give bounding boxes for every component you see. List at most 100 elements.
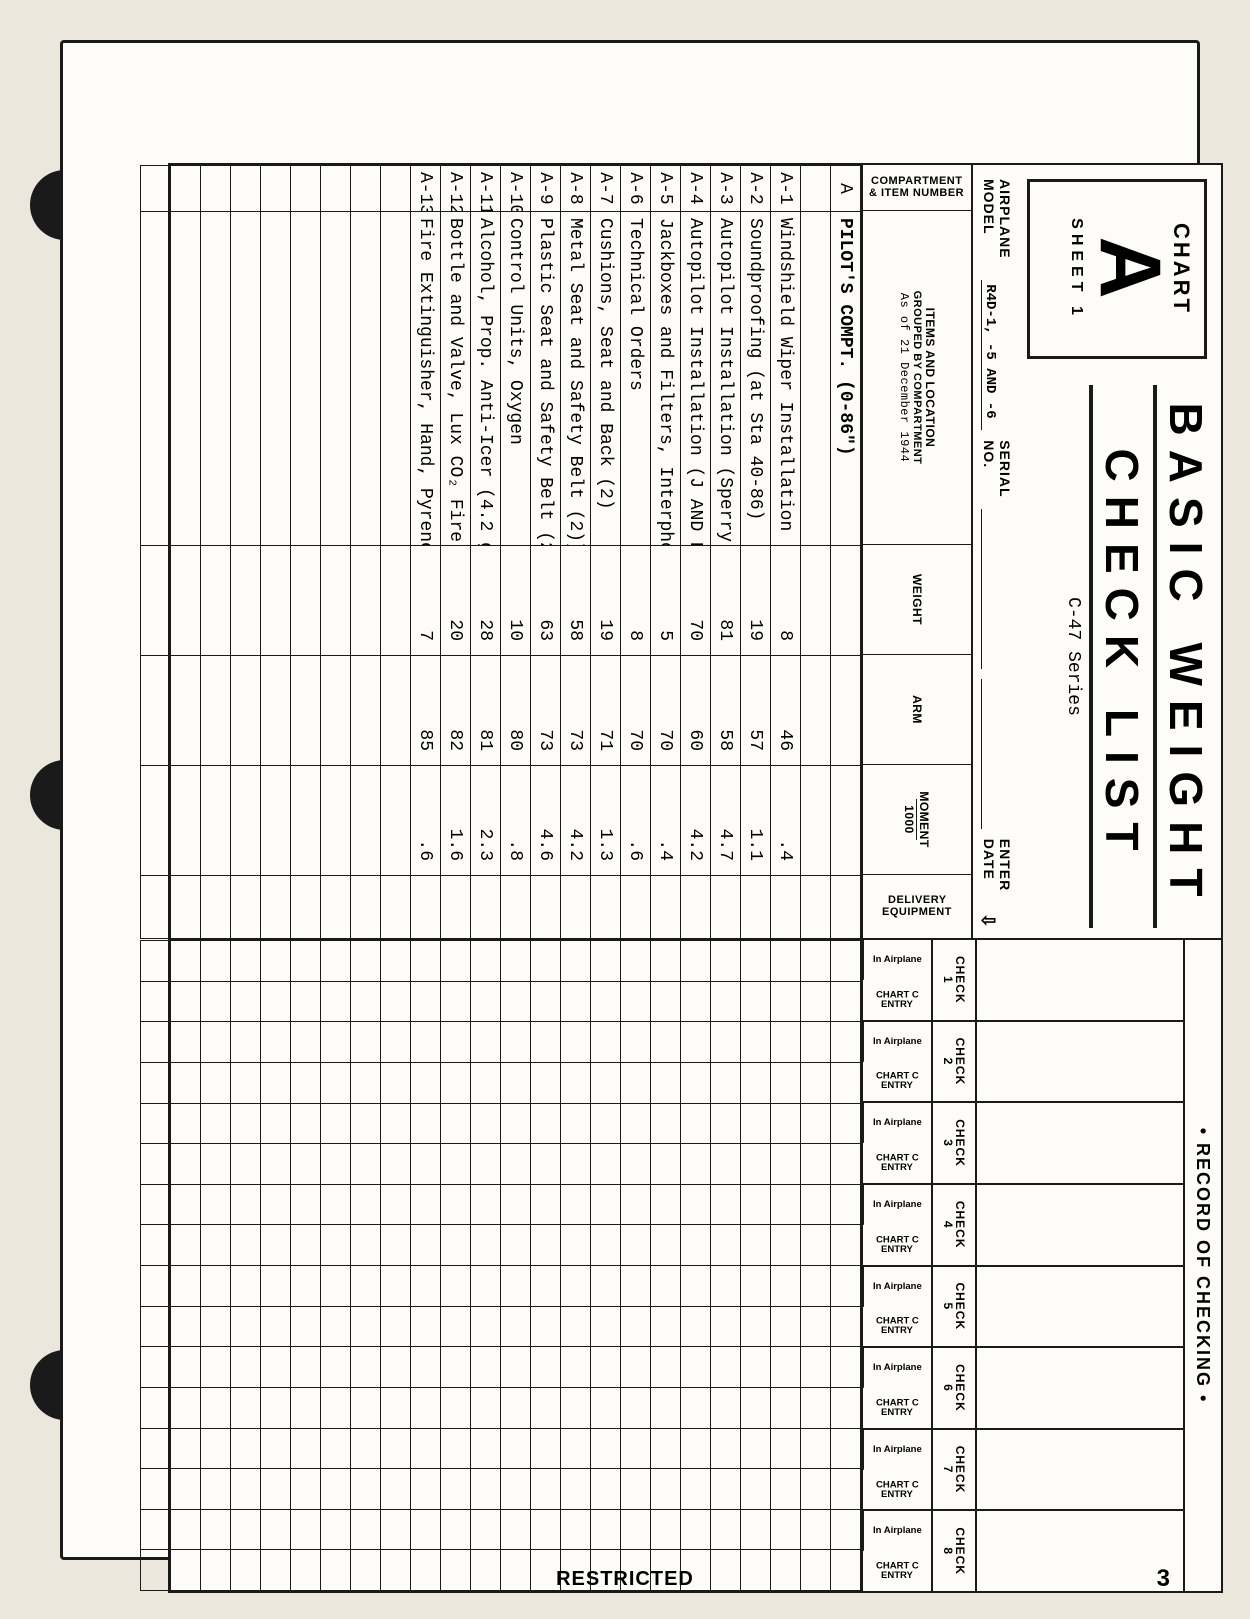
row-delivery xyxy=(741,876,771,939)
check-cell xyxy=(351,1184,381,1225)
check-cell xyxy=(291,1306,321,1347)
cell xyxy=(351,166,381,212)
cell xyxy=(831,546,861,656)
cell xyxy=(801,546,831,656)
check-cell xyxy=(231,1103,261,1144)
check-cell xyxy=(321,1509,351,1550)
items-table: APILOT'S COMPT. (0-86")A-1Windshield Wip… xyxy=(140,165,861,939)
check-cell xyxy=(231,1347,261,1388)
check-cell xyxy=(561,1266,591,1307)
check-cell xyxy=(591,1266,621,1307)
check-cell xyxy=(741,1225,771,1266)
check-cell xyxy=(711,1428,741,1469)
check-cell xyxy=(171,1469,201,1510)
check-in-airplane: In Airplane xyxy=(863,1511,931,1551)
row-moment: 4.2 xyxy=(681,766,711,876)
check-cell xyxy=(261,1144,291,1185)
check-cell xyxy=(501,1062,531,1103)
check-cell xyxy=(441,1347,471,1388)
check-cell xyxy=(831,1428,861,1469)
check-cell xyxy=(471,1144,501,1185)
check-cell xyxy=(441,1266,471,1307)
row-moment: .4 xyxy=(771,766,801,876)
check-cell xyxy=(231,941,261,982)
chart-box: CHART A SHEET 1 xyxy=(1027,179,1207,359)
check-cell xyxy=(741,1103,771,1144)
row-moment: 1.1 xyxy=(741,766,771,876)
check-cell xyxy=(261,941,291,982)
row-code: A-11 xyxy=(471,166,501,212)
check-cell xyxy=(561,1022,591,1063)
check-cell xyxy=(441,1022,471,1063)
check-cell xyxy=(291,1103,321,1144)
check-cell xyxy=(171,1306,201,1347)
cell xyxy=(141,546,171,656)
row-delivery xyxy=(651,876,681,939)
row-moment: .6 xyxy=(411,766,441,876)
check-cell xyxy=(741,1509,771,1550)
row-weight: 19 xyxy=(741,546,771,656)
check-cell xyxy=(771,1266,801,1307)
check-cell xyxy=(141,1347,171,1388)
check-chart-c-entry: CHART C ENTRY xyxy=(863,1306,931,1346)
check-cell xyxy=(441,1144,471,1185)
row-arm: 60 xyxy=(681,656,711,766)
check-cell xyxy=(351,1347,381,1388)
row-arm: 58 xyxy=(711,656,741,766)
check-cell xyxy=(171,1184,201,1225)
cell xyxy=(141,656,171,766)
row-code: A-3 xyxy=(711,166,741,212)
check-cell xyxy=(291,1062,321,1103)
check-cell xyxy=(261,1509,291,1550)
check-cell xyxy=(561,1469,591,1510)
cell xyxy=(381,876,411,939)
check-cell xyxy=(651,941,681,982)
row-delivery xyxy=(591,876,621,939)
cell xyxy=(261,766,291,876)
check-cell xyxy=(681,981,711,1022)
col-arm: ARM xyxy=(863,655,971,765)
check-cell xyxy=(591,1509,621,1550)
check-cell xyxy=(441,1428,471,1469)
cell xyxy=(831,766,861,876)
cell xyxy=(321,166,351,212)
check-chart-c-entry: CHART C ENTRY xyxy=(863,980,931,1020)
check-cell xyxy=(531,1428,561,1469)
col-delivery: DELIVERY EQUIPMENT xyxy=(863,875,971,938)
row-delivery xyxy=(771,876,801,939)
check-date-blank xyxy=(975,1022,1183,1102)
check-cell xyxy=(741,1062,771,1103)
check-cell xyxy=(441,1103,471,1144)
check-cell xyxy=(801,1184,831,1225)
check-cell xyxy=(711,1347,741,1388)
check-cell xyxy=(351,1469,381,1510)
check-cell xyxy=(591,1428,621,1469)
check-label: CHECK4 xyxy=(931,1185,975,1265)
check-in-airplane: In Airplane xyxy=(863,1103,931,1143)
page-frame: CHART A SHEET 1 BASIC WEIGHT CHECK LIST … xyxy=(60,40,1200,1560)
check-cell xyxy=(201,1266,231,1307)
check-sub: In AirplaneCHART C ENTRY xyxy=(863,940,931,1020)
check-cell xyxy=(381,1184,411,1225)
check-cell xyxy=(231,1225,261,1266)
check-cell xyxy=(741,1184,771,1225)
row-moment: .8 xyxy=(501,766,531,876)
page-number: 3 xyxy=(1157,1565,1170,1593)
check-cell xyxy=(321,1103,351,1144)
check-cell xyxy=(531,1144,561,1185)
check-cell xyxy=(561,1144,591,1185)
check-cell xyxy=(501,981,531,1022)
cell xyxy=(171,166,201,212)
cell xyxy=(261,212,291,546)
check-cell xyxy=(321,1428,351,1469)
check-cell xyxy=(231,1144,261,1185)
check-cell xyxy=(171,1062,201,1103)
check-cell xyxy=(501,941,531,982)
check-cell xyxy=(531,1509,561,1550)
row-code: A-7 xyxy=(591,166,621,212)
check-in-airplane: In Airplane xyxy=(863,1430,931,1470)
row-arm: 46 xyxy=(771,656,801,766)
check-cell xyxy=(651,1225,681,1266)
cell xyxy=(381,166,411,212)
check-cell xyxy=(201,1509,231,1550)
